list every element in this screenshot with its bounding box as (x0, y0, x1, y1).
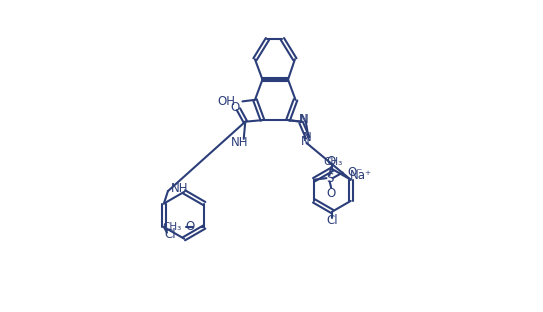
Text: N: N (299, 113, 308, 126)
Text: S: S (326, 172, 333, 185)
Text: Cl: Cl (165, 228, 176, 241)
Text: O: O (326, 155, 336, 168)
Text: CH₃: CH₃ (323, 157, 343, 167)
Text: NH: NH (171, 182, 188, 195)
Text: Na⁺: Na⁺ (350, 168, 372, 182)
Text: N: N (300, 113, 309, 126)
Text: O: O (186, 221, 195, 233)
Text: O: O (326, 187, 336, 200)
Text: Cl: Cl (326, 214, 338, 227)
Text: O⁻: O⁻ (348, 166, 363, 179)
Text: CH₃: CH₃ (163, 222, 182, 232)
Text: NH: NH (231, 136, 249, 149)
Text: O: O (230, 101, 239, 114)
Text: N: N (302, 131, 312, 144)
Text: N: N (301, 135, 310, 148)
Text: OH: OH (218, 95, 236, 108)
